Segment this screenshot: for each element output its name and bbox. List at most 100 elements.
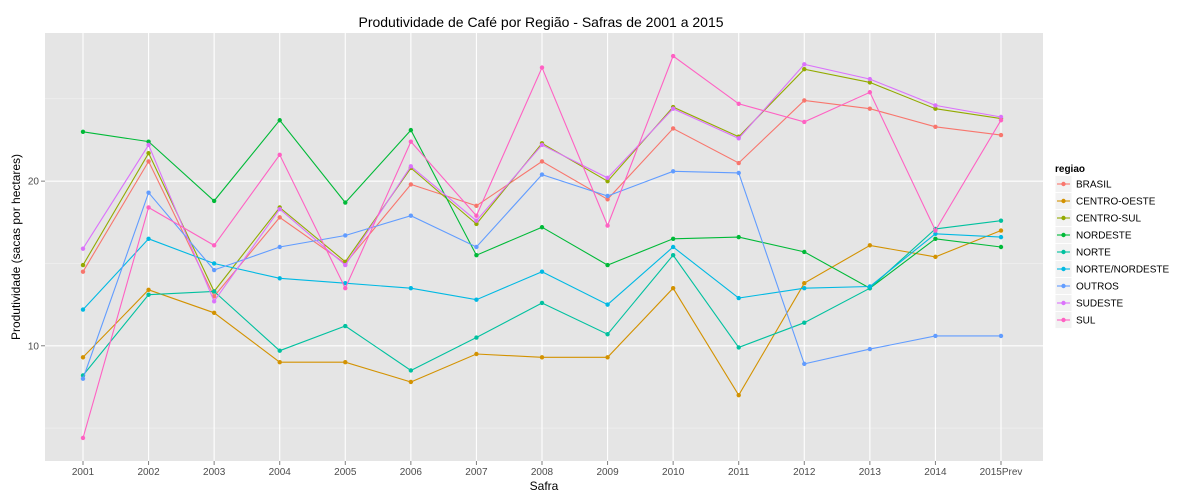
- data-point-sudeste: [802, 62, 807, 67]
- data-point-centro-sul: [933, 106, 938, 111]
- series-layer: [80, 53, 1004, 441]
- data-point-centro-oeste: [867, 243, 873, 248]
- x-tick-label: 2015Prev: [980, 467, 1023, 478]
- legend-key-point: [1061, 283, 1066, 289]
- data-point-nordeste: [605, 262, 610, 268]
- data-point-centro-oeste: [933, 254, 938, 260]
- data-point-centro-sul: [474, 221, 479, 227]
- legend-item-sudeste: SUDESTE: [1054, 294, 1124, 312]
- data-point-norte-nordeste: [539, 269, 545, 274]
- data-point-centro-oeste: [802, 281, 807, 286]
- legend-label: SUDESTE: [1076, 299, 1124, 310]
- data-point-norte: [146, 292, 151, 297]
- legend-item-outros: OUTROS: [1054, 277, 1119, 295]
- x-tick-label: 2006: [400, 467, 423, 478]
- series-outros: [80, 169, 1004, 381]
- legend-key-point: [1061, 232, 1066, 238]
- legend-key-point: [1061, 215, 1066, 221]
- y-tick-label: 20: [28, 177, 40, 188]
- data-point-outros: [605, 193, 610, 199]
- data-point-centro-oeste: [670, 285, 676, 291]
- data-point-nordeste: [146, 139, 151, 144]
- data-point-norte: [736, 345, 741, 350]
- data-point-brasil: [408, 182, 414, 187]
- legend-label: NORTE: [1076, 248, 1111, 259]
- data-point-sudeste: [998, 114, 1004, 120]
- data-point-norte-nordeste: [670, 244, 676, 250]
- legend-key-point: [1061, 317, 1066, 323]
- data-point-norte-nordeste: [736, 295, 741, 301]
- data-point-nordeste: [539, 225, 545, 230]
- data-point-nordeste: [670, 236, 676, 241]
- legend-label: NORTE/NORDESTE: [1076, 265, 1169, 276]
- data-point-norte-nordeste: [343, 281, 348, 286]
- data-point-brasil: [80, 269, 86, 274]
- legend-item-sul: SUL: [1054, 311, 1096, 329]
- data-point-nordeste: [408, 127, 414, 133]
- legend-item-centro-oeste: CENTRO-OESTE: [1054, 192, 1156, 210]
- data-point-centro-oeste: [343, 360, 348, 365]
- data-point-brasil: [802, 98, 807, 103]
- data-point-sudeste: [277, 206, 282, 212]
- data-point-brasil: [605, 197, 610, 202]
- data-point-sudeste: [408, 164, 414, 169]
- data-point-sul: [211, 243, 217, 248]
- legend-item-centro-sul: CENTRO-SUL: [1054, 209, 1141, 227]
- data-point-sul: [605, 223, 610, 228]
- data-point-centro-sul: [605, 178, 610, 184]
- data-point-brasil: [867, 106, 873, 111]
- data-point-norte-nordeste: [146, 236, 151, 241]
- data-point-norte: [343, 323, 348, 329]
- legend-title: regiao: [1055, 164, 1085, 175]
- data-point-norte-nordeste: [80, 307, 86, 312]
- data-point-nordeste: [998, 244, 1004, 250]
- data-point-outros: [998, 333, 1004, 339]
- x-tick-label: 2003: [203, 467, 226, 478]
- data-point-norte: [539, 300, 545, 306]
- x-tick-label: 2009: [596, 467, 619, 478]
- data-point-centro-sul: [802, 67, 807, 72]
- data-point-brasil: [933, 124, 938, 130]
- series-norte-nordeste: [80, 231, 1004, 312]
- data-point-sul: [802, 119, 807, 125]
- data-point-norte-nordeste: [211, 261, 217, 266]
- data-point-centro-oeste: [605, 355, 610, 360]
- data-point-nordeste: [211, 198, 217, 204]
- data-point-sul: [539, 65, 545, 70]
- data-point-outros: [867, 346, 873, 352]
- data-point-sul: [933, 228, 938, 233]
- data-point-centro-oeste: [146, 287, 151, 292]
- data-point-norte: [605, 332, 610, 337]
- data-point-centro-oeste: [211, 310, 217, 316]
- legend-item-brasil: BRASIL: [1054, 175, 1112, 193]
- data-point-nordeste: [474, 253, 479, 258]
- data-point-outros: [670, 169, 676, 174]
- x-tick-label: 2001: [72, 467, 95, 478]
- x-tick-label: 2014: [924, 467, 947, 478]
- x-tick-label: 2004: [269, 467, 292, 478]
- data-point-nordeste: [736, 234, 741, 240]
- data-point-outros: [539, 172, 545, 177]
- legend: regiao BRASIL CENTRO-OESTE CENTRO-SUL NORDE…: [1054, 164, 1169, 329]
- data-point-sudeste: [211, 299, 217, 304]
- data-point-sul: [408, 139, 414, 144]
- legend-label: SUL: [1076, 316, 1096, 327]
- legend-item-norte-nordeste: NORTE/NORDESTE: [1054, 260, 1169, 278]
- legend-key-point: [1061, 181, 1066, 187]
- series-norte: [80, 218, 1004, 378]
- data-point-norte-nordeste: [605, 302, 610, 307]
- data-point-brasil: [474, 203, 479, 209]
- data-point-sudeste: [867, 76, 873, 82]
- data-point-norte-nordeste: [474, 297, 479, 302]
- data-point-sudeste: [736, 136, 741, 141]
- x-tick-label: 2007: [465, 467, 488, 478]
- legend-label: NORDESTE: [1076, 231, 1132, 242]
- data-point-norte: [670, 253, 676, 258]
- series-nordeste: [80, 118, 1004, 291]
- data-point-sul: [146, 205, 151, 210]
- data-point-centro-sul: [146, 150, 151, 156]
- legend-item-nordeste: NORDESTE: [1054, 226, 1132, 244]
- legend-key-point: [1061, 300, 1066, 306]
- data-point-outros: [277, 244, 282, 250]
